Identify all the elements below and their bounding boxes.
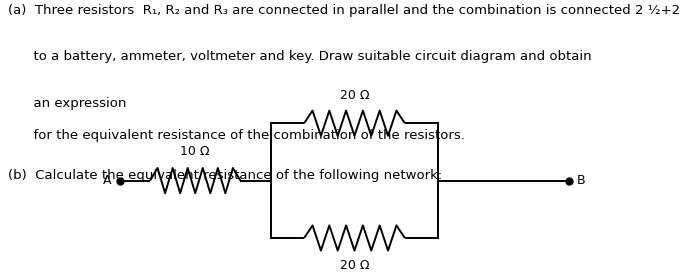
Text: an expression: an expression: [8, 97, 127, 109]
Text: 20 Ω: 20 Ω: [340, 259, 369, 272]
Text: A: A: [103, 174, 112, 187]
Text: 20 Ω: 20 Ω: [340, 89, 369, 102]
Text: to a battery, ammeter, voltmeter and key. Draw suitable circuit diagram and obta: to a battery, ammeter, voltmeter and key…: [8, 50, 592, 63]
Text: (a)  Three resistors  R₁, R₂ and R₃ are connected in parallel and the combinatio: (a) Three resistors R₁, R₂ and R₃ are co…: [8, 4, 685, 17]
Text: (b)  Calculate the equivalent resistance of the following network:: (b) Calculate the equivalent resistance …: [8, 169, 443, 181]
Text: 10 Ω: 10 Ω: [180, 145, 210, 158]
Text: B: B: [577, 174, 586, 187]
Text: for the equivalent resistance of the combination of the resistors.: for the equivalent resistance of the com…: [8, 129, 465, 142]
